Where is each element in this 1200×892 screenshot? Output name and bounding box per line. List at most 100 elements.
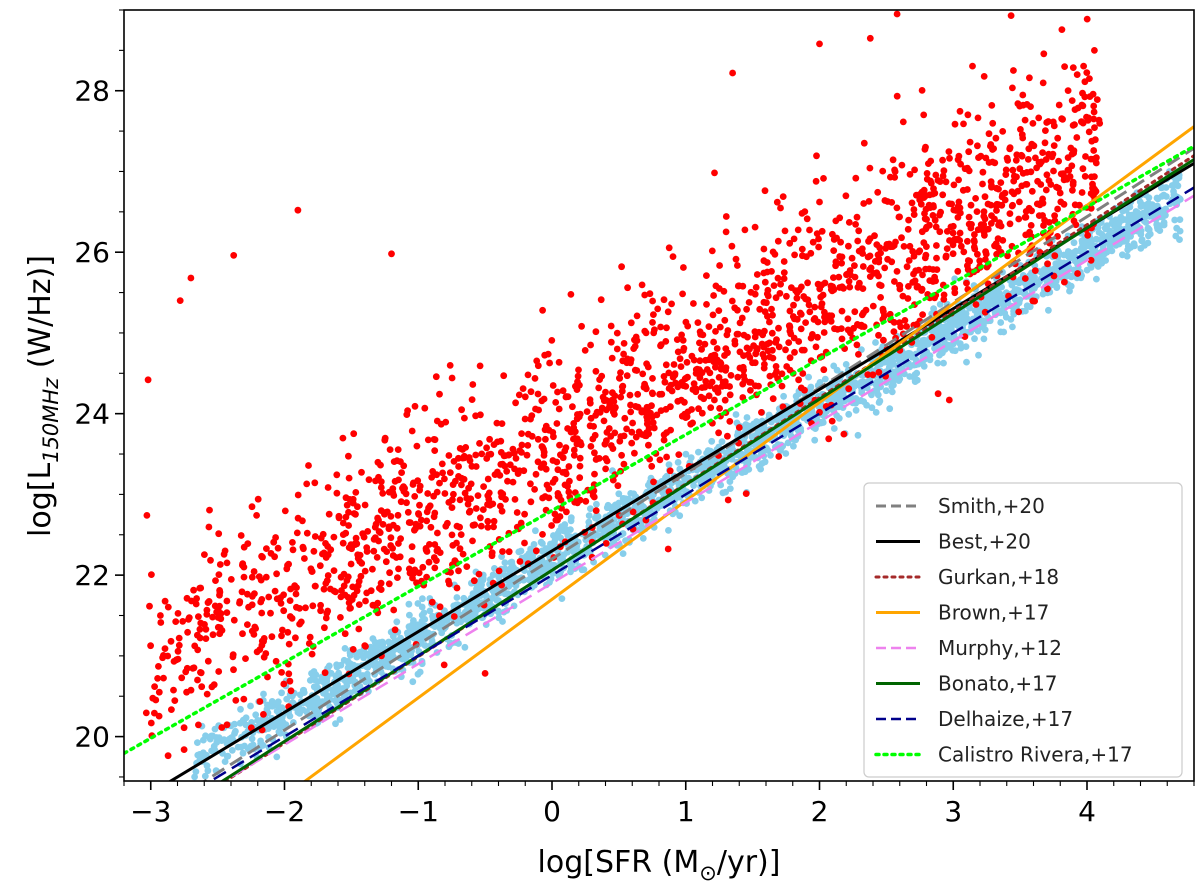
data-point bbox=[363, 544, 371, 551]
data-point bbox=[662, 474, 669, 481]
data-point bbox=[361, 642, 369, 649]
data-point bbox=[893, 268, 901, 275]
data-point bbox=[833, 366, 841, 374]
data-point bbox=[416, 501, 423, 509]
data-point bbox=[1093, 154, 1100, 162]
data-point bbox=[549, 382, 557, 389]
data-point bbox=[980, 73, 988, 80]
data-point bbox=[1007, 12, 1015, 19]
data-point bbox=[931, 216, 939, 224]
data-point bbox=[784, 439, 792, 447]
data-point bbox=[498, 493, 505, 501]
data-point bbox=[436, 549, 444, 556]
data-point bbox=[696, 339, 703, 347]
data-point bbox=[279, 626, 286, 634]
data-point bbox=[1085, 128, 1093, 136]
data-point bbox=[836, 253, 844, 260]
data-point bbox=[732, 255, 740, 263]
data-point bbox=[777, 280, 784, 288]
data-point bbox=[673, 336, 681, 343]
data-point bbox=[223, 559, 231, 567]
data-point bbox=[377, 586, 385, 593]
data-point bbox=[676, 355, 684, 363]
data-point bbox=[667, 381, 675, 389]
data-point bbox=[478, 450, 486, 458]
data-point bbox=[805, 301, 813, 309]
data-point bbox=[428, 474, 436, 481]
data-point bbox=[1105, 247, 1113, 254]
data-point bbox=[862, 306, 870, 314]
data-point bbox=[838, 259, 845, 267]
data-point bbox=[999, 127, 1007, 135]
data-point bbox=[705, 392, 713, 400]
data-point bbox=[694, 319, 702, 326]
data-point bbox=[521, 393, 529, 401]
data-point bbox=[854, 237, 862, 245]
data-point bbox=[591, 470, 598, 478]
data-point bbox=[248, 573, 256, 581]
data-point bbox=[993, 207, 1000, 214]
data-point bbox=[979, 168, 987, 176]
data-point bbox=[666, 467, 674, 475]
data-point bbox=[966, 138, 974, 146]
data-point bbox=[444, 519, 451, 527]
data-point bbox=[1006, 210, 1014, 218]
data-point bbox=[407, 651, 415, 659]
data-point bbox=[457, 531, 465, 538]
data-point bbox=[962, 343, 970, 350]
data-point bbox=[561, 521, 569, 528]
data-point bbox=[754, 345, 761, 352]
data-point bbox=[880, 336, 887, 344]
data-point bbox=[871, 232, 878, 240]
data-point bbox=[620, 350, 627, 358]
data-point bbox=[997, 179, 1005, 187]
data-point bbox=[812, 177, 820, 185]
data-point bbox=[840, 430, 848, 438]
data-point bbox=[532, 547, 540, 555]
data-point bbox=[427, 523, 435, 531]
axis-ticks: −3 −2 −1 0 1 2 3 4 20 22 24 26 28 bbox=[74, 9, 1195, 828]
data-point bbox=[458, 406, 465, 414]
data-point bbox=[1051, 212, 1058, 220]
data-point bbox=[299, 686, 307, 694]
data-point bbox=[738, 314, 746, 322]
data-point bbox=[1071, 257, 1079, 265]
data-point bbox=[866, 34, 874, 42]
data-point bbox=[1086, 75, 1093, 82]
data-point bbox=[1090, 147, 1098, 154]
data-point bbox=[419, 563, 427, 571]
scatter-series-2 bbox=[142, 10, 1104, 760]
data-point bbox=[939, 172, 947, 180]
data-point bbox=[394, 446, 402, 453]
data-point bbox=[715, 429, 722, 437]
data-point bbox=[538, 397, 546, 405]
data-point bbox=[920, 239, 928, 247]
data-point bbox=[852, 406, 860, 414]
data-point bbox=[512, 399, 519, 407]
data-point bbox=[413, 442, 421, 450]
data-point bbox=[696, 328, 704, 336]
data-point bbox=[724, 432, 731, 440]
data-point bbox=[743, 414, 751, 421]
data-point bbox=[546, 359, 553, 367]
data-point bbox=[232, 727, 239, 735]
relation-line-1 bbox=[202, 146, 1194, 781]
data-point bbox=[661, 378, 669, 386]
data-point bbox=[781, 227, 789, 235]
data-point bbox=[981, 308, 989, 316]
data-point bbox=[278, 669, 285, 676]
data-point bbox=[149, 694, 157, 702]
data-point bbox=[352, 510, 359, 518]
data-point bbox=[1009, 84, 1016, 92]
data-point bbox=[448, 531, 456, 539]
data-point bbox=[660, 373, 668, 380]
data-point bbox=[620, 432, 628, 440]
data-point bbox=[209, 631, 217, 639]
data-point bbox=[221, 758, 229, 765]
data-point bbox=[930, 185, 937, 193]
data-point bbox=[271, 553, 278, 561]
data-point bbox=[1087, 155, 1095, 163]
data-point bbox=[416, 486, 423, 494]
data-point bbox=[557, 496, 565, 504]
data-point bbox=[268, 633, 276, 641]
